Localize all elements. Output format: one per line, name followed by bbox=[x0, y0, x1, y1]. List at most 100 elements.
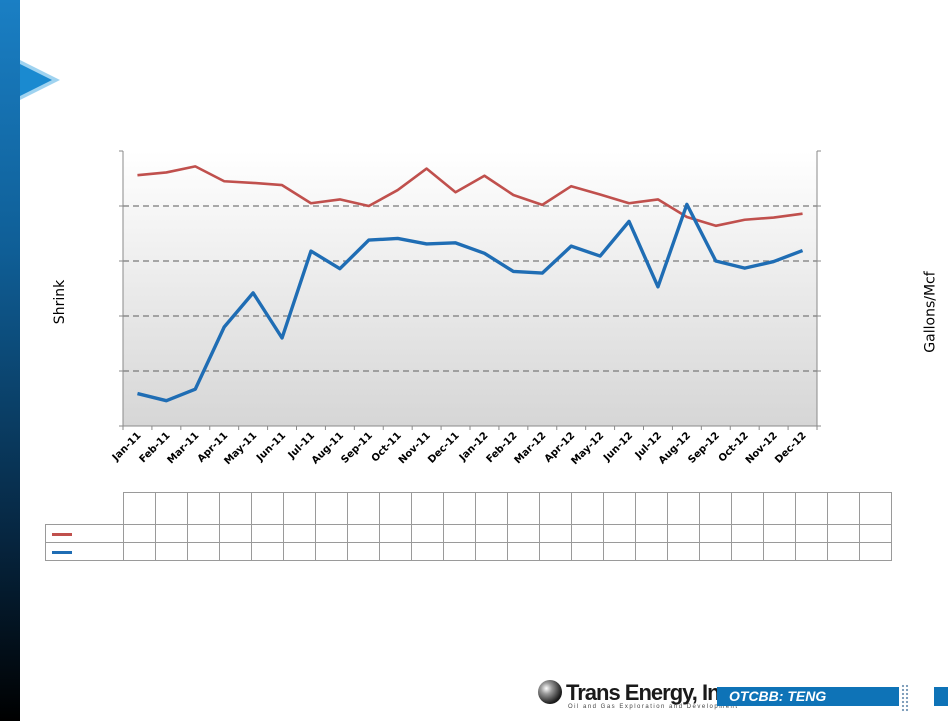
table-cell bbox=[731, 492, 764, 525]
table-cell bbox=[827, 524, 860, 543]
table-cell bbox=[571, 524, 604, 543]
legend-cell-series-2 bbox=[45, 542, 124, 561]
left-accent-bar bbox=[0, 0, 20, 721]
table-cell bbox=[763, 492, 796, 525]
table-cell bbox=[251, 542, 284, 561]
table-cell bbox=[187, 524, 220, 543]
table-cell bbox=[795, 492, 828, 525]
table-cell bbox=[475, 542, 508, 561]
table-cell bbox=[283, 492, 316, 525]
legend-swatch-series-1 bbox=[52, 533, 72, 536]
series-line-1 bbox=[137, 165, 803, 228]
table-cell bbox=[635, 524, 668, 543]
table-cell bbox=[699, 542, 732, 561]
table-cell bbox=[283, 542, 316, 561]
series-line-2 bbox=[137, 202, 804, 403]
table-cell bbox=[699, 492, 732, 525]
table-cell bbox=[411, 524, 444, 543]
table-cell bbox=[635, 542, 668, 561]
table-cell bbox=[603, 524, 636, 543]
table-cell bbox=[507, 492, 540, 525]
table-row-series-2 bbox=[45, 542, 892, 561]
table-cell bbox=[763, 542, 796, 561]
table-cell bbox=[795, 542, 828, 561]
table-cell bbox=[539, 492, 572, 525]
table-cell bbox=[315, 542, 348, 561]
table-cell bbox=[155, 524, 188, 543]
table-cell bbox=[347, 524, 380, 543]
table-cell bbox=[603, 542, 636, 561]
table-cell bbox=[283, 524, 316, 543]
table-cell bbox=[379, 524, 412, 543]
table-cell bbox=[411, 492, 444, 525]
table-cell bbox=[219, 542, 252, 561]
ticker-badge: OTCBB: TENG bbox=[717, 687, 899, 706]
table-cell bbox=[123, 492, 156, 525]
table-cell bbox=[155, 492, 188, 525]
table-cell bbox=[731, 524, 764, 543]
x-tick-label: Aug-11 bbox=[310, 430, 346, 466]
table-cell bbox=[251, 524, 284, 543]
table-cell bbox=[347, 492, 380, 525]
data-table bbox=[45, 492, 892, 561]
table-cell bbox=[411, 542, 444, 561]
x-tick-label: Dec-11 bbox=[426, 430, 461, 465]
table-cell bbox=[443, 524, 476, 543]
table-cell bbox=[699, 524, 732, 543]
table-row-series-1 bbox=[45, 524, 892, 543]
table-header-row bbox=[45, 492, 892, 525]
table-cell bbox=[827, 542, 860, 561]
table-cell bbox=[123, 542, 156, 561]
table-cell bbox=[475, 524, 508, 543]
table-cell bbox=[539, 542, 572, 561]
table-corner-cell bbox=[45, 492, 124, 525]
table-cell bbox=[795, 524, 828, 543]
dot-pattern bbox=[901, 684, 909, 712]
table-cell bbox=[379, 492, 412, 525]
table-cell bbox=[635, 492, 668, 525]
company-logo: Trans Energy, Inc. Oil and Gas Explorati… bbox=[538, 680, 737, 715]
table-cell bbox=[667, 492, 700, 525]
x-tick-label: Jun-11 bbox=[254, 430, 288, 464]
table-cell bbox=[251, 492, 284, 525]
table-cell bbox=[315, 492, 348, 525]
table-cell bbox=[571, 492, 604, 525]
table-cell bbox=[603, 492, 636, 525]
x-tick-label: Nov-12 bbox=[744, 430, 780, 466]
x-tick-label: Mar-12 bbox=[513, 430, 549, 466]
plot-area bbox=[123, 151, 817, 426]
table-cell bbox=[859, 492, 892, 525]
x-tick-label: Sep-11 bbox=[339, 430, 375, 466]
table-cell bbox=[859, 542, 892, 561]
table-cell bbox=[219, 492, 252, 525]
table-cell bbox=[731, 542, 764, 561]
company-tagline: Oil and Gas Exploration and Development bbox=[568, 704, 739, 710]
table-cell bbox=[219, 524, 252, 543]
table-cell bbox=[155, 542, 188, 561]
legend-cell-series-1 bbox=[45, 524, 124, 543]
table-cell bbox=[443, 542, 476, 561]
table-cell bbox=[507, 542, 540, 561]
table-cell bbox=[571, 542, 604, 561]
company-name: Trans Energy, Inc. bbox=[566, 680, 737, 705]
table-cell bbox=[123, 524, 156, 543]
x-tick-label: Aug-12 bbox=[657, 430, 693, 466]
table-cell bbox=[539, 524, 572, 543]
play-arrow-icon bbox=[20, 60, 60, 100]
right-accent-block bbox=[934, 687, 948, 706]
x-tick-label: Dec-12 bbox=[773, 430, 808, 465]
table-cell bbox=[475, 492, 508, 525]
table-cell bbox=[315, 524, 348, 543]
x-tick-label: Jun-12 bbox=[601, 430, 635, 464]
table-cell bbox=[763, 524, 796, 543]
x-tick-label: Nov-11 bbox=[397, 430, 433, 466]
x-tick-label: Mar-11 bbox=[166, 430, 202, 466]
table-cell bbox=[379, 542, 412, 561]
table-cell bbox=[443, 492, 476, 525]
table-cell bbox=[667, 524, 700, 543]
table-cell bbox=[507, 524, 540, 543]
logo-ball-icon bbox=[538, 680, 562, 704]
table-cell bbox=[187, 492, 220, 525]
table-cell bbox=[667, 542, 700, 561]
